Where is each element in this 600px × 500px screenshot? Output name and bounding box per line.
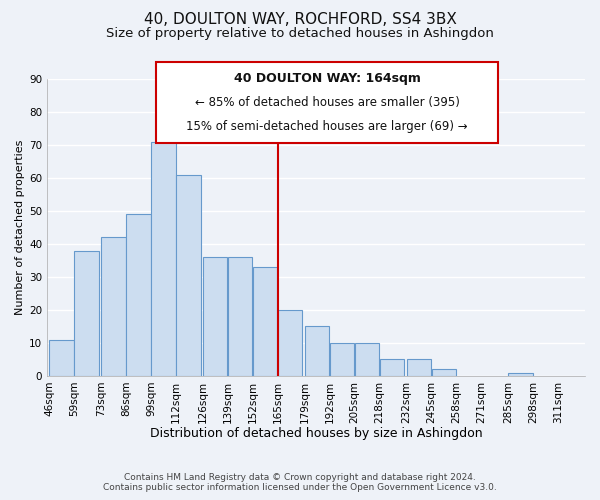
Text: 40, DOULTON WAY, ROCHFORD, SS4 3BX: 40, DOULTON WAY, ROCHFORD, SS4 3BX — [143, 12, 457, 28]
Bar — [176, 174, 200, 376]
Bar — [508, 372, 533, 376]
Bar — [228, 257, 253, 376]
Y-axis label: Number of detached properties: Number of detached properties — [15, 140, 25, 315]
Bar — [203, 257, 227, 376]
Bar — [101, 238, 125, 376]
Bar — [253, 267, 277, 376]
Text: ← 85% of detached houses are smaller (395): ← 85% of detached houses are smaller (39… — [194, 96, 460, 109]
Text: Size of property relative to detached houses in Ashingdon: Size of property relative to detached ho… — [106, 28, 494, 40]
Text: 40 DOULTON WAY: 164sqm: 40 DOULTON WAY: 164sqm — [233, 72, 421, 85]
Text: Contains HM Land Registry data © Crown copyright and database right 2024.: Contains HM Land Registry data © Crown c… — [124, 472, 476, 482]
Text: 15% of semi-detached houses are larger (69) →: 15% of semi-detached houses are larger (… — [186, 120, 468, 133]
Bar — [126, 214, 151, 376]
Bar — [305, 326, 329, 376]
Bar — [330, 343, 354, 376]
X-axis label: Distribution of detached houses by size in Ashingdon: Distribution of detached houses by size … — [150, 427, 482, 440]
Bar — [49, 340, 74, 376]
Bar — [278, 310, 302, 376]
Text: Contains public sector information licensed under the Open Government Licence v3: Contains public sector information licen… — [103, 484, 497, 492]
Bar — [431, 370, 456, 376]
Bar — [380, 360, 404, 376]
Bar — [74, 250, 99, 376]
Bar — [355, 343, 379, 376]
Bar — [407, 360, 431, 376]
Bar — [151, 142, 176, 376]
